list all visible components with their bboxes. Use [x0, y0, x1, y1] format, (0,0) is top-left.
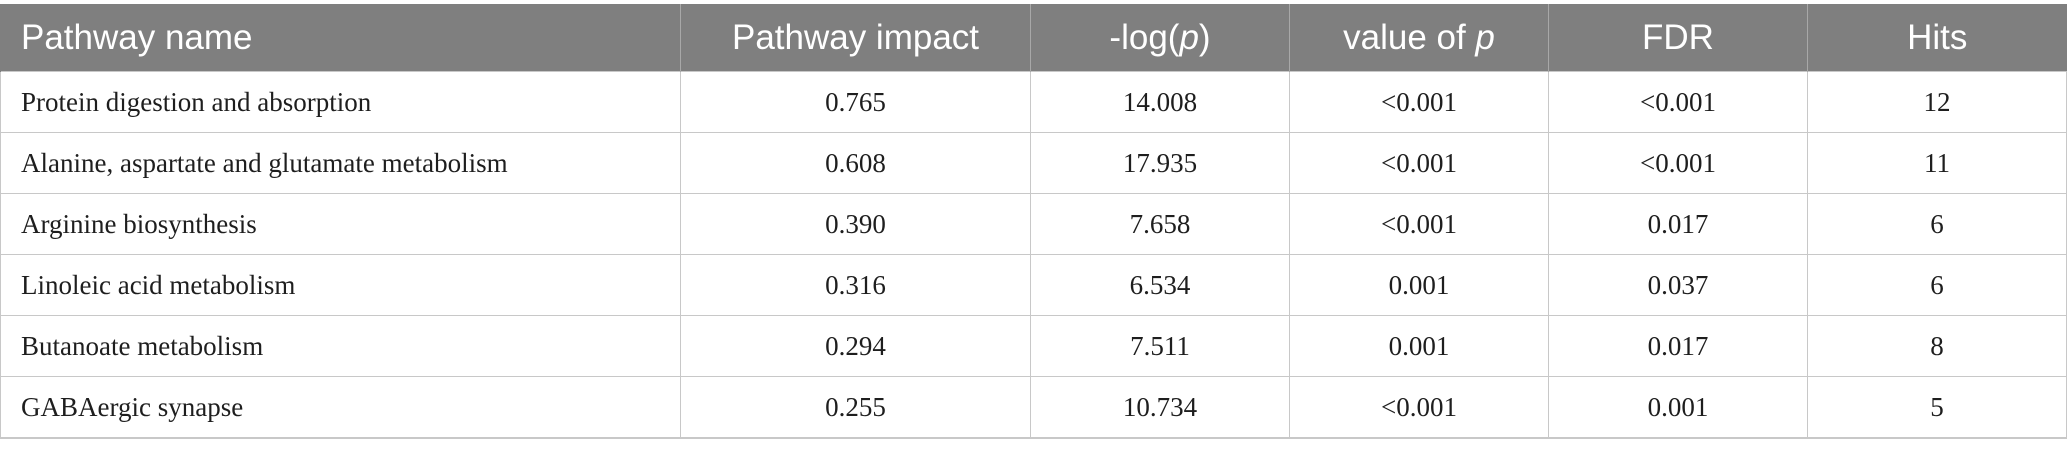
cell-pathway-impact: 0.608 — [680, 132, 1031, 194]
header-fdr: FDR — [1548, 4, 1808, 72]
cell-hits: 12 — [1807, 71, 2067, 133]
cell-hits: 11 — [1807, 132, 2067, 194]
cell-pathway-name: Protein digestion and absorption — [0, 71, 681, 133]
cell-fdr: 0.017 — [1548, 193, 1808, 255]
cell-p-value: <0.001 — [1289, 71, 1549, 133]
cell-fdr: <0.001 — [1548, 71, 1808, 133]
cell-hits: 6 — [1807, 193, 2067, 255]
cell-neg-log-p: 7.658 — [1030, 193, 1290, 255]
cell-neg-log-p: 10.734 — [1030, 376, 1290, 439]
table-row: Linoleic acid metabolism 0.316 6.534 0.0… — [0, 254, 2067, 316]
cell-neg-log-p: 14.008 — [1030, 71, 1290, 133]
cell-pathway-impact: 0.765 — [680, 71, 1031, 133]
cell-p-value: 0.001 — [1289, 315, 1549, 377]
cell-pathway-impact: 0.255 — [680, 376, 1031, 439]
table-row: Alanine, aspartate and glutamate metabol… — [0, 132, 2067, 194]
table-row: GABAergic synapse 0.255 10.734 <0.001 0.… — [0, 376, 2067, 439]
cell-pathway-name: Linoleic acid metabolism — [0, 254, 681, 316]
cell-fdr: <0.001 — [1548, 132, 1808, 194]
cell-neg-log-p: 6.534 — [1030, 254, 1290, 316]
cell-fdr: 0.001 — [1548, 376, 1808, 439]
header-hits: Hits — [1807, 4, 2067, 72]
header-neg-log-p: -log(p) — [1030, 4, 1290, 72]
cell-neg-log-p: 7.511 — [1030, 315, 1290, 377]
cell-pathway-name: Alanine, aspartate and glutamate metabol… — [0, 132, 681, 194]
cell-neg-log-p: 17.935 — [1030, 132, 1290, 194]
table-row: Arginine biosynthesis 0.390 7.658 <0.001… — [0, 193, 2067, 255]
cell-fdr: 0.037 — [1548, 254, 1808, 316]
cell-hits: 5 — [1807, 376, 2067, 439]
header-row: Pathway name Pathway impact -log(p) valu… — [0, 4, 2067, 72]
header-pathway-impact: Pathway impact — [680, 4, 1031, 72]
cell-hits: 6 — [1807, 254, 2067, 316]
cell-hits: 8 — [1807, 315, 2067, 377]
cell-pathway-impact: 0.316 — [680, 254, 1031, 316]
header-pathway-name: Pathway name — [0, 4, 681, 72]
table-row: Butanoate metabolism 0.294 7.511 0.001 0… — [0, 315, 2067, 377]
cell-pathway-name: GABAergic synapse — [0, 376, 681, 439]
cell-p-value: <0.001 — [1289, 132, 1549, 194]
header-p-value: value of p — [1289, 4, 1549, 72]
cell-p-value: <0.001 — [1289, 376, 1549, 439]
cell-p-value: 0.001 — [1289, 254, 1549, 316]
cell-fdr: 0.017 — [1548, 315, 1808, 377]
table-row: Protein digestion and absorption 0.765 1… — [0, 71, 2067, 133]
cell-pathway-impact: 0.390 — [680, 193, 1031, 255]
pathway-table: Pathway name Pathway impact -log(p) valu… — [0, 4, 2067, 439]
cell-pathway-name: Butanoate metabolism — [0, 315, 681, 377]
table-container: Pathway name Pathway impact -log(p) valu… — [0, 4, 2067, 439]
cell-pathway-name: Arginine biosynthesis — [0, 193, 681, 255]
cell-pathway-impact: 0.294 — [680, 315, 1031, 377]
cell-p-value: <0.001 — [1289, 193, 1549, 255]
